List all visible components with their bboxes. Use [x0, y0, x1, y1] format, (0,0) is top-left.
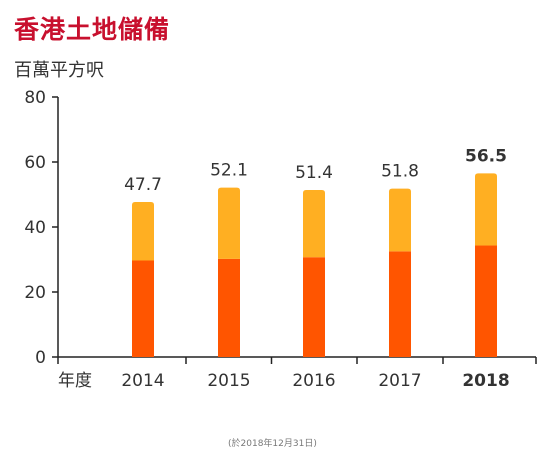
x-tick-label-2018: 2018	[462, 371, 509, 391]
unit-label: 百萬平方呎	[14, 60, 104, 81]
x-tick-label-2014: 2014	[121, 371, 164, 391]
y-tick-label: 80	[24, 88, 46, 108]
bar-segment-lower-2018	[475, 245, 497, 357]
bar-segment-lower-2016	[303, 257, 325, 357]
x-axis-title: 年度	[58, 371, 92, 391]
bar-segment-upper-2014	[132, 201, 154, 261]
bar-value-label-2017: 51.8	[381, 162, 419, 182]
y-tick-label: 60	[24, 153, 46, 173]
bar-segment-lower-2017	[389, 251, 411, 357]
bar-value-label-2014: 47.7	[124, 175, 162, 195]
x-tick-label-2017: 2017	[378, 371, 421, 391]
y-tick-label: 20	[24, 283, 46, 303]
bar-segment-upper-2015	[218, 187, 240, 259]
bar-segment-upper-2018	[475, 173, 497, 246]
footnote: (於2018年12月31日)	[228, 439, 317, 449]
bar-segment-lower-2014	[132, 260, 154, 357]
x-tick-label-2015: 2015	[207, 371, 250, 391]
x-tick-label-2016: 2016	[292, 371, 335, 391]
bar-value-label-2018: 56.5	[465, 146, 507, 166]
bar-value-label-2015: 52.1	[210, 161, 248, 181]
bar-value-label-2016: 51.4	[295, 163, 333, 183]
bar-segment-lower-2015	[218, 258, 240, 357]
y-tick-label: 0	[35, 348, 46, 368]
chart-title: 香港土地儲備	[14, 15, 171, 44]
bar-segment-upper-2016	[303, 189, 325, 258]
bar-segment-upper-2017	[389, 188, 411, 252]
y-tick-label: 40	[24, 218, 46, 238]
